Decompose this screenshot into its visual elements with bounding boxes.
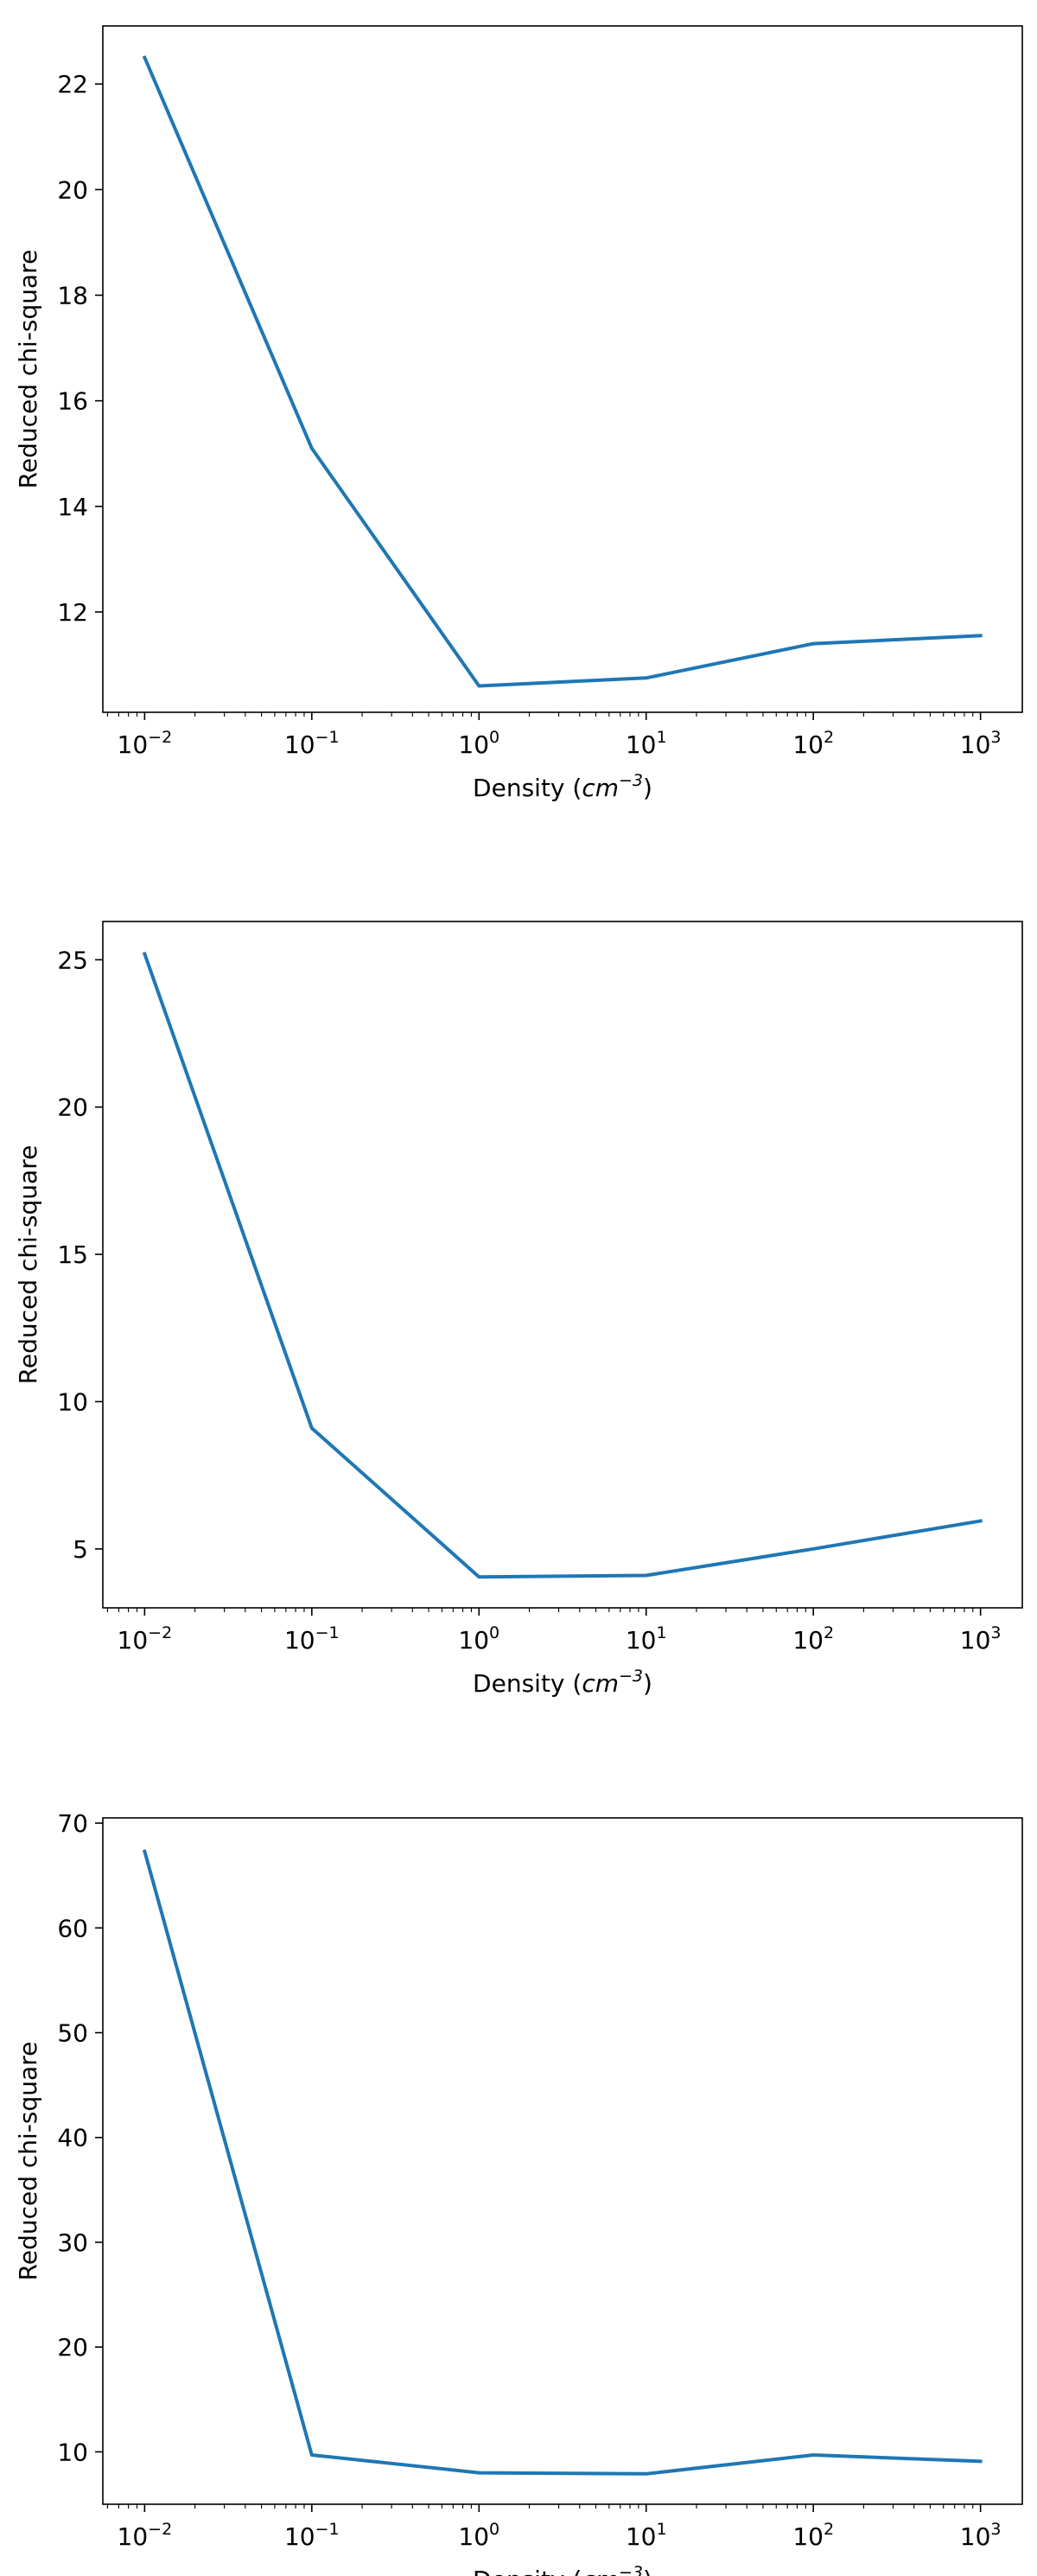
- series-line: [142, 1849, 983, 2476]
- y-axis-label: Reduced chi-square: [14, 2042, 42, 2281]
- y-tick-label: 5: [73, 1535, 88, 1564]
- chart-panel-1: 12 14 16 18 20 22 10−2 10−1 100 101 102 103 Density …: [14, 25, 1023, 802]
- x-tick-label: 103: [960, 1623, 1002, 1655]
- x-tick-label: 10−2: [118, 728, 173, 759]
- x-tick-label: 100: [458, 2520, 499, 2551]
- x-tick-label: 101: [626, 1623, 667, 1655]
- x-tick-label: 10−1: [284, 2520, 340, 2551]
- x-tick-label: 10−2: [118, 1623, 173, 1655]
- x-tick-label: 103: [960, 728, 1002, 759]
- y-tick-label: 50: [57, 2019, 88, 2048]
- x-tick-label: 10−1: [284, 728, 340, 759]
- y-axis-label: Reduced chi-square: [14, 250, 42, 489]
- y-axis-label: Reduced chi-square: [14, 1145, 42, 1385]
- y-tick-label: 20: [57, 1094, 88, 1122]
- series-line: [142, 54, 983, 688]
- x-axis-label: Density (cm−3): [473, 771, 652, 802]
- chart-panel-3: 10 20 30 40 50 60 70 10−2 10−1 100 101 102 103 Densit…: [14, 1809, 1023, 2576]
- y-tick-label: 16: [57, 387, 88, 416]
- axes-frame: [102, 1817, 1023, 2505]
- x-tick-label: 102: [792, 1623, 834, 1655]
- x-tick-label: 101: [626, 2520, 667, 2551]
- x-axis-label: Density (cm−3): [473, 1667, 652, 1698]
- series-line: [142, 951, 983, 1579]
- y-tick-label: 20: [57, 175, 88, 204]
- x-tick-label: 10−2: [118, 2520, 173, 2551]
- y-tick-label: 22: [57, 70, 88, 99]
- y-tick-label: 60: [57, 1914, 88, 1942]
- y-tick-label: 20: [57, 2333, 88, 2362]
- y-tick-label: 18: [57, 281, 88, 309]
- y-tick-label: 70: [57, 1809, 88, 1838]
- x-tick-label: 100: [458, 728, 499, 759]
- x-tick-label: 102: [792, 728, 834, 759]
- y-tick-label: 30: [57, 2228, 88, 2257]
- x-tick-label: 102: [792, 2520, 834, 2551]
- x-tick-label: 101: [626, 728, 667, 759]
- x-axis-label: Density (cm−3): [473, 2563, 652, 2576]
- y-tick-label: 40: [57, 2124, 88, 2152]
- x-tick-label: 100: [458, 1623, 499, 1655]
- y-tick-label: 14: [57, 493, 88, 521]
- axes-frame: [102, 25, 1023, 713]
- y-tick-label: 10: [57, 2438, 88, 2466]
- y-tick-label: 25: [57, 946, 88, 974]
- axes-frame: [102, 921, 1023, 1609]
- x-tick-label: 10−1: [284, 1623, 340, 1655]
- y-tick-label: 12: [57, 598, 88, 627]
- chart-panel-2: 5 10 15 20 25 10−2 10−1 100 101 102 103 Density (cm…: [14, 921, 1023, 1698]
- y-tick-label: 15: [57, 1240, 88, 1269]
- x-tick-label: 103: [960, 2520, 1002, 2551]
- y-tick-label: 10: [57, 1387, 88, 1416]
